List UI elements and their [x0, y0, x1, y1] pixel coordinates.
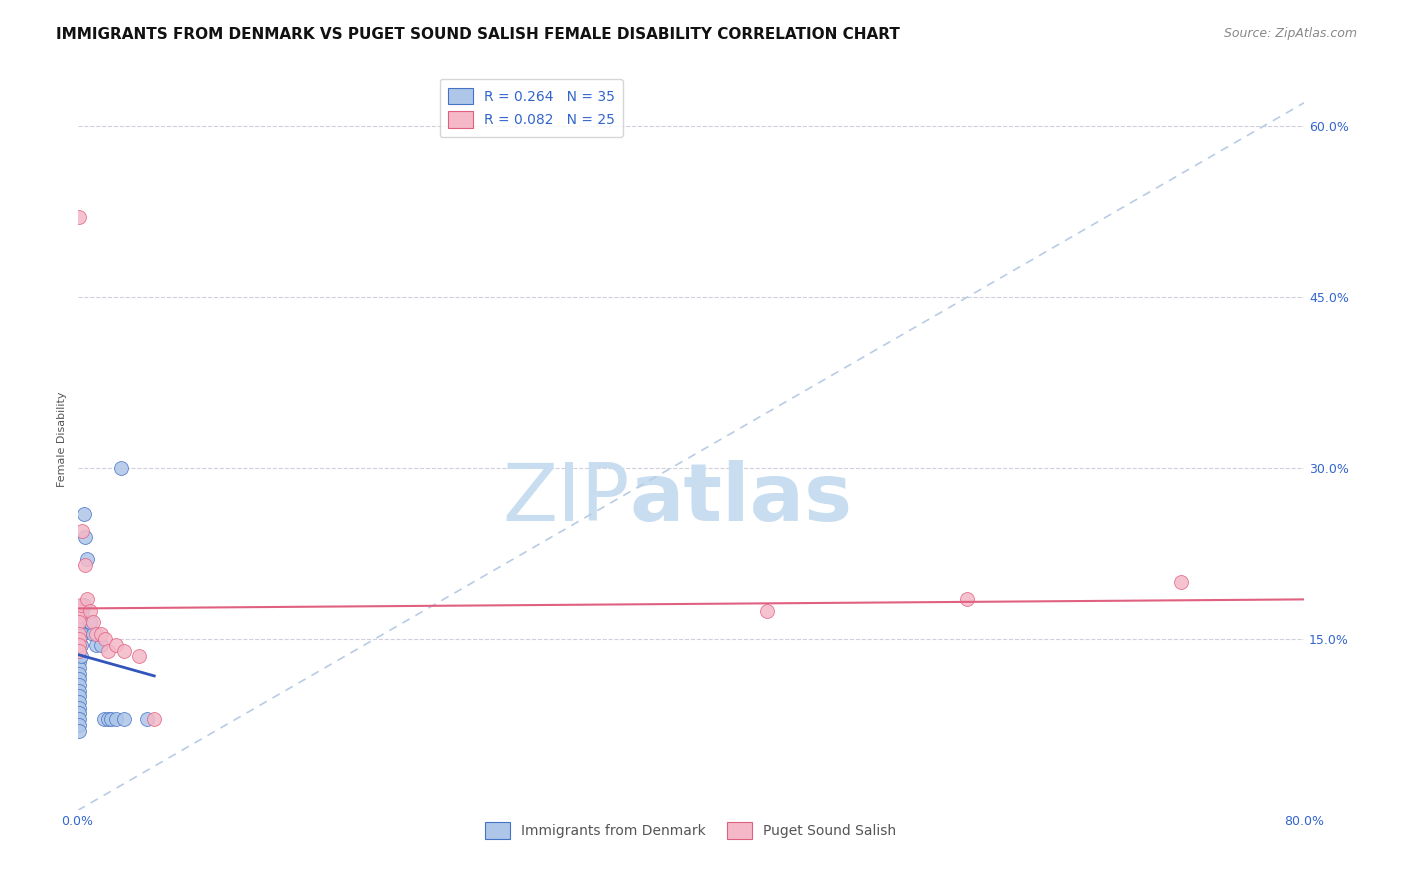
Text: ZIP: ZIP	[502, 460, 630, 538]
Point	[104, 712, 127, 726]
Point	[67, 678, 90, 692]
Legend: Immigrants from Denmark, Puget Sound Salish: Immigrants from Denmark, Puget Sound Sal…	[479, 816, 901, 845]
Point	[756, 604, 779, 618]
Point	[67, 672, 90, 686]
Point	[75, 558, 97, 572]
Point	[69, 649, 91, 664]
Point	[143, 712, 166, 726]
Point	[67, 690, 90, 704]
Point	[1170, 575, 1192, 590]
Point	[75, 529, 97, 543]
Point	[82, 626, 104, 640]
Point	[67, 604, 90, 618]
Point	[69, 598, 91, 612]
Point	[67, 621, 90, 635]
Point	[112, 712, 135, 726]
Point	[70, 524, 93, 538]
Point	[67, 615, 90, 629]
Point	[67, 609, 90, 624]
Point	[90, 626, 112, 640]
Point	[956, 592, 979, 607]
Point	[67, 666, 90, 681]
Point	[67, 626, 90, 640]
Point	[94, 632, 117, 647]
Point	[67, 210, 90, 224]
Point	[67, 700, 90, 714]
Point	[73, 598, 96, 612]
Point	[110, 461, 132, 475]
Point	[76, 552, 98, 566]
Point	[70, 604, 93, 618]
Point	[69, 615, 91, 629]
Point	[76, 592, 98, 607]
Point	[84, 626, 107, 640]
Point	[67, 718, 90, 732]
Point	[67, 638, 90, 652]
Point	[70, 626, 93, 640]
Point	[69, 638, 91, 652]
Point	[67, 632, 90, 647]
Point	[67, 683, 90, 698]
Point	[67, 661, 90, 675]
Point	[67, 695, 90, 709]
Text: Source: ZipAtlas.com: Source: ZipAtlas.com	[1223, 27, 1357, 40]
Point	[128, 649, 150, 664]
Point	[82, 615, 104, 629]
Point	[67, 655, 90, 669]
Point	[97, 643, 120, 657]
Point	[79, 615, 101, 629]
Point	[67, 723, 90, 738]
Point	[90, 638, 112, 652]
Point	[67, 706, 90, 721]
Text: atlas: atlas	[630, 460, 852, 538]
Point	[112, 643, 135, 657]
Point	[84, 638, 107, 652]
Point	[135, 712, 157, 726]
Point	[67, 643, 90, 657]
Point	[73, 507, 96, 521]
Point	[67, 712, 90, 726]
Point	[97, 712, 120, 726]
Point	[93, 712, 115, 726]
Point	[104, 638, 127, 652]
Text: IMMIGRANTS FROM DENMARK VS PUGET SOUND SALISH FEMALE DISABILITY CORRELATION CHAR: IMMIGRANTS FROM DENMARK VS PUGET SOUND S…	[56, 27, 900, 42]
Point	[100, 712, 122, 726]
Point	[67, 626, 90, 640]
Y-axis label: Female Disability: Female Disability	[58, 392, 67, 487]
Point	[79, 604, 101, 618]
